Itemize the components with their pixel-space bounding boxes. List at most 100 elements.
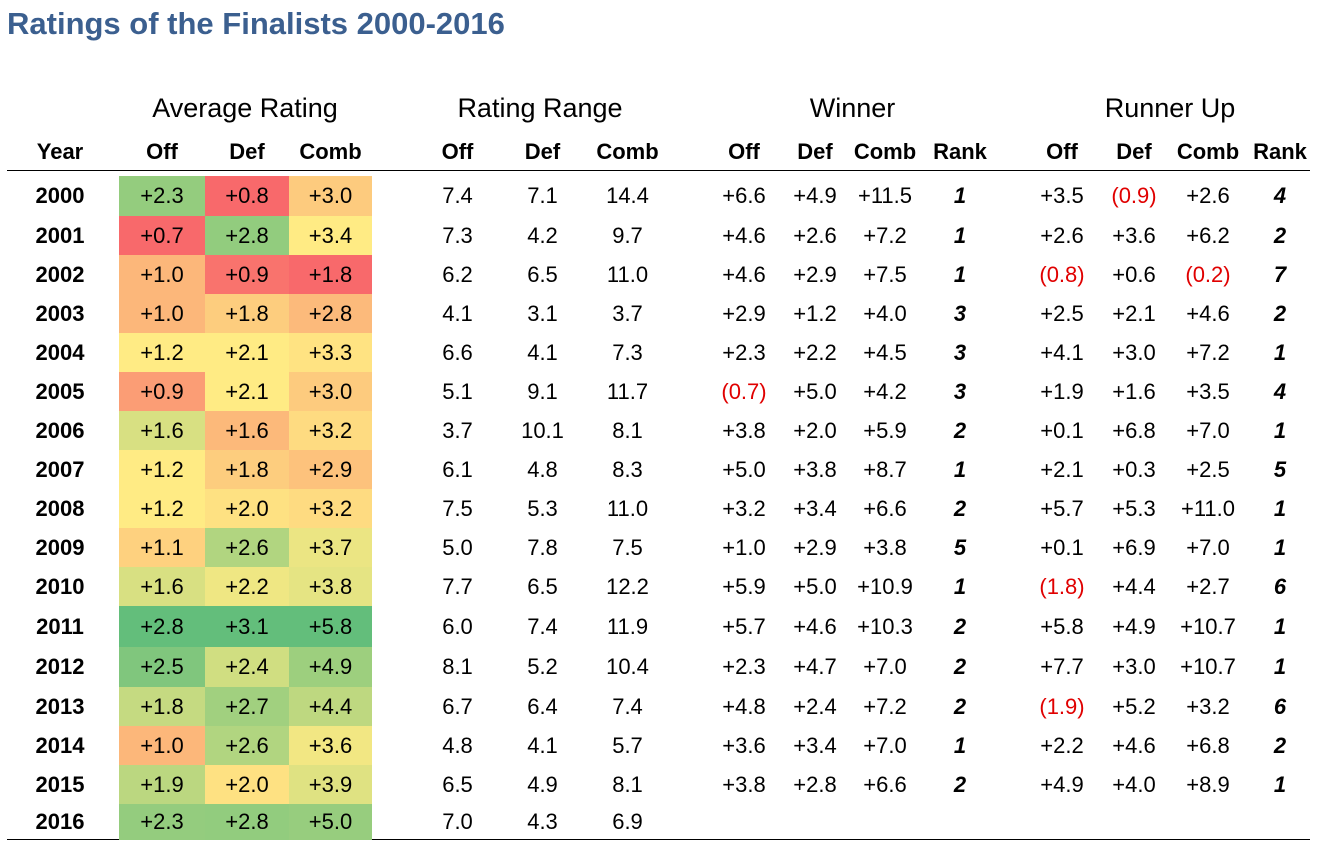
runner-off-cell: +5.7: [1040, 495, 1084, 521]
winner-rank-cell: 5: [953, 534, 967, 560]
year-cell: 2003: [35, 300, 85, 326]
winner-comb-cell: +7.0: [863, 732, 907, 758]
runner-comb-cell: +4.6: [1186, 300, 1230, 326]
range-comb-cell: 11.9: [606, 613, 649, 639]
winner-comb-cell: +8.7: [863, 456, 907, 482]
range-def-cell: 7.4: [527, 613, 558, 639]
range-off-cell: 4.1: [442, 300, 473, 326]
winner-def-cell: +2.2: [793, 339, 837, 365]
year-cell: 2004: [35, 339, 85, 365]
runner-rank-cell: [1250, 804, 1310, 840]
range-def-cell: 5.3: [527, 495, 558, 521]
winner-def-cell: +5.0: [793, 573, 837, 599]
winner-rank-cell: 1: [953, 261, 967, 287]
runner-def-cell: [1102, 804, 1166, 840]
runner-rank-cell: 4: [1273, 378, 1287, 404]
avg-def-cell: +0.8: [205, 176, 289, 216]
range-comb-cell: 8.3: [612, 456, 643, 482]
runner-def-cell: +0.6: [1112, 261, 1156, 287]
winner-rank-cell: 2: [953, 417, 967, 443]
year-cell: 2011: [36, 613, 84, 639]
runner-off-cell: +0.1: [1040, 417, 1084, 443]
avg-off-cell: +2.3: [119, 804, 205, 840]
range-off-cell: 6.7: [442, 693, 473, 719]
winner-comb-cell: +7.2: [863, 222, 907, 248]
runner-off-cell: +4.9: [1040, 771, 1084, 797]
range-comb-cell: 12.2: [606, 573, 649, 599]
range-off-cell: 7.5: [442, 495, 473, 521]
winner-def-cell: +4.7: [793, 654, 837, 679]
runner-off-cell: (1.8): [1039, 573, 1085, 599]
avg-comb-cell: +5.8: [289, 606, 372, 647]
range-comb-cell: 10.4: [606, 654, 649, 679]
range-off-cell: 4.8: [442, 732, 473, 758]
range-def-cell: 4.9: [527, 771, 558, 797]
winner-def-cell: +5.0: [793, 378, 837, 404]
year-cell: 2009: [35, 534, 85, 560]
winner-def-cell: +2.8: [793, 771, 837, 797]
range-comb-cell: 7.5: [612, 534, 643, 560]
range-def-cell: 10.1: [521, 417, 564, 443]
column-header-winner-def: Def: [797, 139, 833, 164]
range-def-cell: 7.8: [527, 534, 558, 560]
avg-def-cell: +1.8: [205, 294, 289, 333]
avg-comb-cell: +3.2: [289, 489, 372, 528]
winner-off-cell: +2.3: [722, 654, 766, 679]
page-title: Ratings of the Finalists 2000-2016: [7, 6, 505, 41]
runner-off-cell: +5.8: [1040, 613, 1084, 639]
range-comb-cell: 14.4: [606, 183, 649, 208]
winner-off-cell: +2.3: [722, 339, 766, 365]
winner-def-cell: +1.2: [793, 300, 837, 326]
winner-off-cell: +4.6: [722, 261, 766, 287]
column-header-winner-off: Off: [728, 139, 760, 164]
year-cell: 2016: [35, 809, 85, 834]
group-heading-average-rating: Average Rating: [152, 93, 338, 123]
year-cell: 2012: [35, 654, 85, 679]
range-off-cell: 6.6: [442, 339, 473, 365]
winner-comb-cell: +6.6: [863, 495, 907, 521]
range-off-cell: 6.0: [442, 613, 473, 639]
range-off-cell: 7.3: [442, 222, 473, 248]
group-heading-runner-up: Runner Up: [1104, 93, 1236, 123]
avg-comb-cell: +1.8: [289, 255, 372, 294]
runner-def-cell: +5.3: [1112, 495, 1156, 521]
range-comb-cell: 3.7: [612, 300, 643, 326]
runner-off-cell: +2.5: [1040, 300, 1084, 326]
year-cell: 2013: [35, 693, 85, 719]
runner-def-cell: +6.8: [1112, 417, 1156, 443]
avg-off-cell: +2.3: [119, 176, 205, 216]
winner-def-cell: +2.9: [793, 261, 837, 287]
avg-def-cell: +2.6: [205, 528, 289, 567]
runner-off-cell: +2.1: [1040, 456, 1084, 482]
winner-def-cell: +3.8: [793, 456, 837, 482]
range-off-cell: 5.0: [442, 534, 473, 560]
winner-rank-cell: 2: [953, 771, 967, 797]
year-cell: 2014: [35, 732, 85, 758]
runner-rank-cell: 7: [1273, 261, 1287, 287]
group-heading-rating-range: Rating Range: [457, 93, 623, 123]
avg-off-cell: +1.2: [119, 333, 205, 372]
avg-def-cell: +2.8: [205, 804, 289, 840]
runner-comb-cell: +6.8: [1186, 732, 1230, 758]
runner-rank-cell: 1: [1273, 495, 1287, 521]
runner-def-cell: +3.0: [1112, 654, 1156, 679]
runner-comb-cell: +2.6: [1186, 183, 1230, 208]
avg-def-cell: +2.0: [205, 765, 289, 804]
runner-rank-cell: 2: [1273, 222, 1287, 248]
runner-off-cell: +7.7: [1040, 654, 1084, 679]
avg-def-cell: +2.0: [205, 489, 289, 528]
winner-rank-cell: 1: [953, 456, 967, 482]
winner-comb-cell: +4.0: [863, 300, 907, 326]
runner-off-cell: (1.9): [1039, 693, 1085, 719]
avg-comb-cell: +3.3: [289, 333, 372, 372]
winner-comb-cell: +11.5: [857, 183, 913, 208]
range-def-cell: 4.3: [527, 809, 558, 834]
column-header-range-comb: Comb: [596, 139, 659, 164]
winner-comb-cell: +4.2: [863, 378, 907, 404]
winner-rank-cell: [925, 804, 995, 840]
range-comb-cell: 11.0: [606, 261, 649, 287]
range-comb-cell: 7.4: [612, 693, 643, 719]
winner-off-cell: (0.7): [721, 378, 767, 404]
table-bottom-border: [7, 839, 1310, 840]
range-off-cell: 7.7: [442, 573, 473, 599]
